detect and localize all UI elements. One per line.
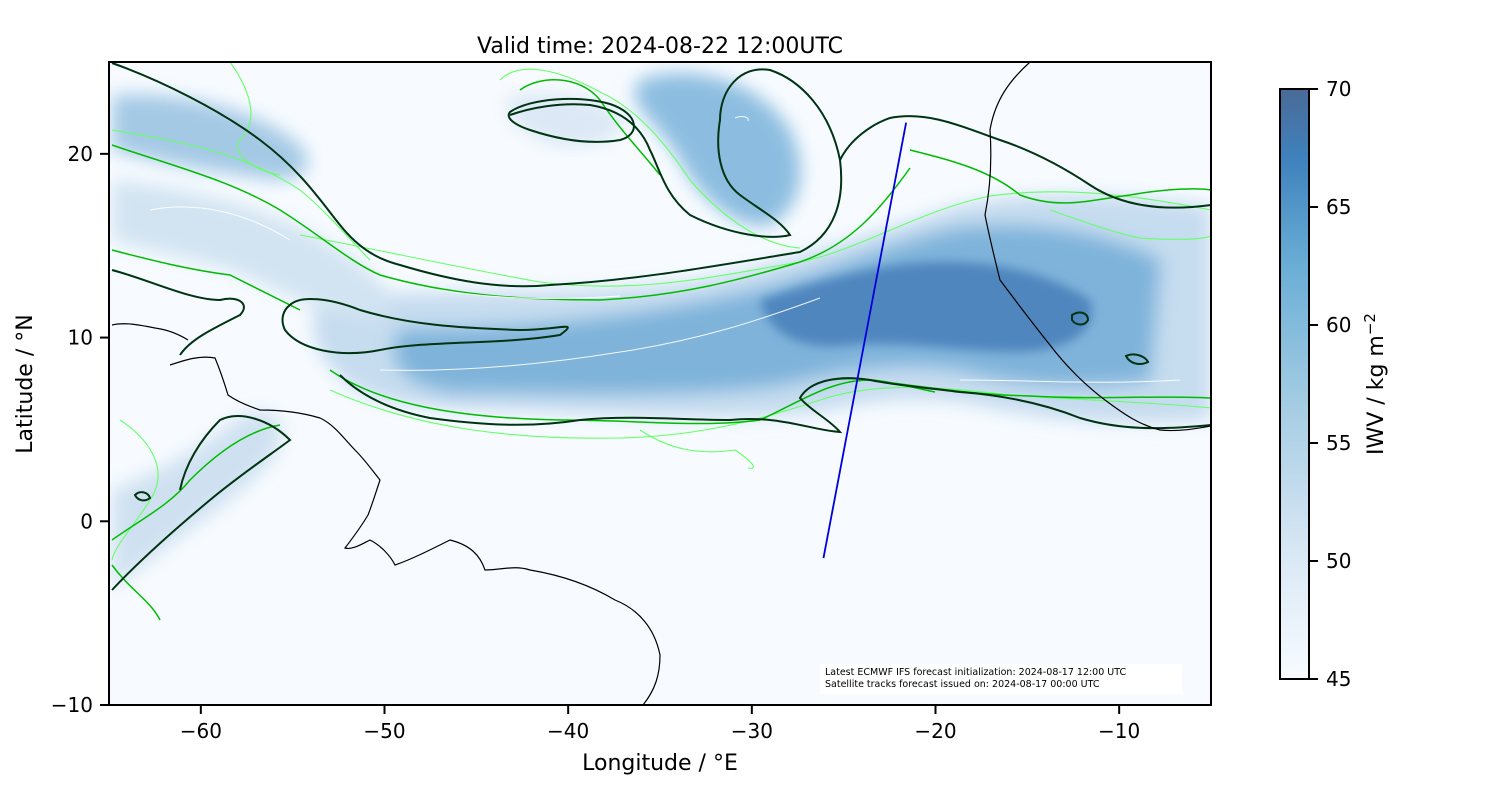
- coast-south-america: [169, 356, 661, 705]
- colorbar-label-text: IWV / kg m: [1364, 335, 1389, 455]
- colorbar-ticks: 70 65 60 55 50 45: [1309, 77, 1351, 691]
- contour-lightgreen-2: [329, 386, 1211, 439]
- coast-caribbean: [111, 323, 189, 341]
- colorbar-gradient: [1279, 88, 1310, 680]
- x-tick-label: −20: [914, 719, 956, 743]
- contour-green-3: [909, 149, 1211, 204]
- contour-white-1: [379, 297, 821, 371]
- contour-lightgreen-6: [229, 62, 281, 176]
- forecast-note-background: [820, 664, 1182, 694]
- contour-white-2: [439, 289, 621, 299]
- contour-lightgreen-5: [111, 419, 159, 561]
- contour-green-7: [111, 564, 161, 621]
- x-tick-label: −40: [547, 719, 589, 743]
- coastlines: [111, 62, 1211, 705]
- contour-green-5: [111, 424, 281, 541]
- colorbar-tick-label: 60: [1326, 313, 1351, 337]
- satellite-track: [822, 122, 907, 559]
- iwv-northwest-band: [112, 180, 388, 320]
- map-panel: Latest ECMWF IFS forecast initialization…: [108, 61, 1212, 706]
- x-axis-ticks: −60 −50 −40 −30 −20 −10: [180, 705, 1140, 743]
- colorbar-tick-label: 55: [1326, 431, 1351, 455]
- x-axis-label: Longitude / °E: [582, 751, 738, 776]
- x-tick-label: −10: [1098, 719, 1140, 743]
- y-axis-ticks: 20 10 0 −10: [51, 142, 109, 717]
- map-frame: [108, 61, 1212, 706]
- x-tick-label: −50: [363, 719, 405, 743]
- contour-lightgreen: [111, 62, 1211, 561]
- contour-main-southwest: [111, 415, 292, 591]
- contour-lightgreen-3: [499, 68, 801, 249]
- y-tick-label: 10: [68, 326, 93, 350]
- contour-main-ellipse: [507, 97, 635, 143]
- iwv-southwest-patch: [112, 412, 283, 590]
- contour-white-4: [149, 206, 291, 241]
- contour-main-islandloop: [281, 298, 569, 355]
- x-tick-label: −60: [180, 719, 222, 743]
- iwv-band-core: [760, 261, 1092, 352]
- colorbar-label-exponent: −2: [1361, 313, 1379, 335]
- forecast-note-line-2: Satellite tracks forecast issued on: 202…: [825, 679, 1100, 690]
- contour-main-islet-1: [1071, 311, 1090, 326]
- forecast-note-box: Latest ECMWF IFS forecast initialization…: [820, 664, 1182, 694]
- colorbar-tick-label: 45: [1326, 667, 1351, 691]
- contour-lightgreen-7: [639, 429, 754, 469]
- contour-green-4: [111, 249, 301, 311]
- contour-lightgreen-4: [111, 129, 371, 261]
- contour-white-3: [959, 379, 1181, 383]
- contour-white: [149, 116, 1181, 383]
- contour-main-northeast: [839, 115, 1211, 209]
- colorbar-tick-label: 70: [1326, 77, 1351, 101]
- contour-lightgreen-8: [1049, 209, 1211, 240]
- contour-green-6: [519, 79, 661, 176]
- colorbar-tick-label: 65: [1326, 195, 1351, 219]
- contour-main-south: [339, 374, 1211, 434]
- coast-africa: [984, 62, 1211, 432]
- colorbar-label: IWV / kg m−2: [1361, 313, 1389, 455]
- contour-main-islet-2: [1124, 353, 1150, 365]
- contour-main-north: [111, 62, 843, 288]
- y-tick-label: 20: [68, 142, 93, 166]
- contour-lightgreen-1: [299, 191, 1211, 287]
- contour-green-2: [329, 369, 1211, 425]
- contour-main-west: [111, 269, 245, 356]
- y-tick-label: −10: [51, 693, 93, 717]
- iwv-north-lobe: [634, 73, 801, 226]
- contour-white-5: [734, 116, 749, 122]
- x-tick-label: −30: [731, 719, 773, 743]
- colorbar: 70 65 60 55 50 45 IWV / kg m−2: [1279, 77, 1389, 691]
- contour-main: [111, 62, 1211, 591]
- y-axis-label: Latitude / °N: [13, 314, 38, 453]
- map-title: Valid time: 2024-08-22 12:00UTC: [477, 34, 843, 59]
- y-tick-label: 0: [80, 509, 93, 533]
- colorbar-tick-label: 50: [1326, 549, 1351, 573]
- contour-main-islet-3: [133, 491, 152, 502]
- forecast-note-line-1: Latest ECMWF IFS forecast initialization…: [825, 667, 1126, 678]
- iwv-northwest-patch: [112, 94, 308, 180]
